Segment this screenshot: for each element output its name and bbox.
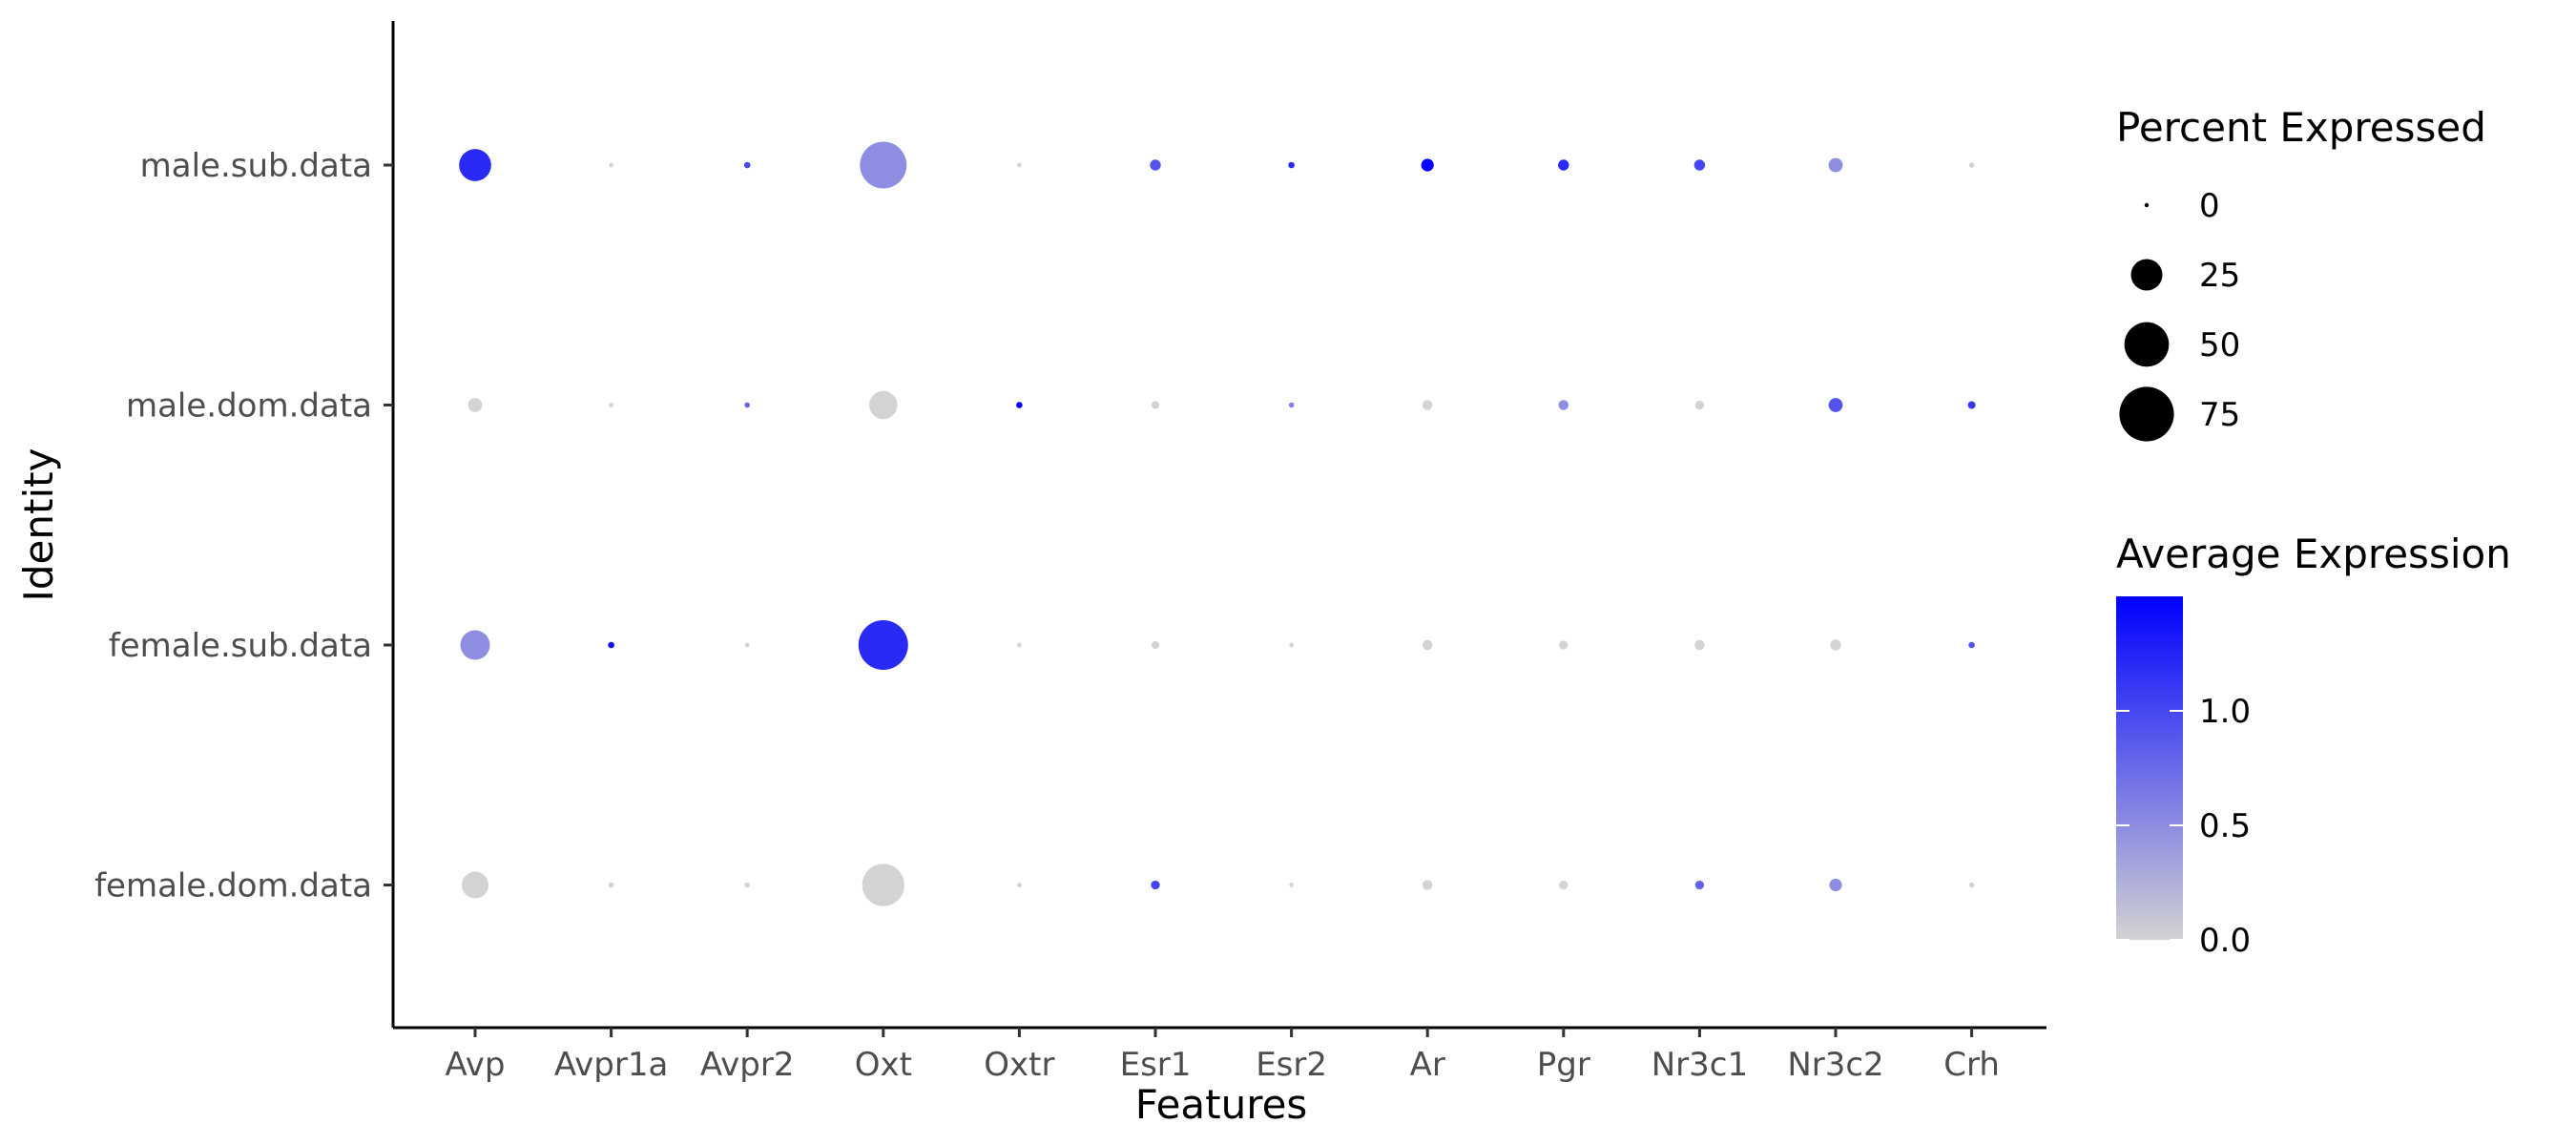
dot-male-sub-data-avp xyxy=(459,149,491,181)
dot-female-sub-data-crh xyxy=(1968,641,1975,649)
size-legend-label-25: 25 xyxy=(2199,257,2240,295)
dot-female-sub-data-nr3c1 xyxy=(1694,639,1705,651)
color-legend-title: Average Expression xyxy=(2116,531,2511,577)
dot-female-dom-data-pgr xyxy=(1559,880,1568,890)
dot-male-sub-data-avpr2 xyxy=(743,161,751,169)
dot-female-dom-data-nr3c1 xyxy=(1694,880,1705,890)
dot-female-dom-data-oxtr xyxy=(1017,883,1022,887)
dot-female-dom-data-ar xyxy=(1422,880,1433,890)
dot-male-dom-data-esr1 xyxy=(1151,401,1160,409)
dot-female-sub-data-pgr xyxy=(1559,640,1568,650)
dot-male-sub-data-nr3c1 xyxy=(1693,159,1706,171)
dot-female-sub-data-avpr2 xyxy=(744,642,750,648)
size-legend-label-75: 75 xyxy=(2199,396,2240,434)
dot-female-sub-data-esr2 xyxy=(1289,642,1294,648)
dot-female-sub-data-ar xyxy=(1422,639,1433,651)
x-tick-label-ar: Ar xyxy=(1410,1046,1445,1084)
size-legend-dot-50 xyxy=(2124,322,2170,367)
size-legend-dot-25 xyxy=(2130,259,2163,291)
x-tick-label-oxtr: Oxtr xyxy=(984,1046,1054,1084)
dot-female-dom-data-esr1 xyxy=(1151,880,1160,890)
x-tick-label-esr2: Esr2 xyxy=(1256,1046,1327,1084)
size-legend: Percent Expressed 0 25 50 75 xyxy=(2116,104,2486,442)
dot-male-dom-data-nr3c1 xyxy=(1694,400,1705,410)
dot-male-dom-data-crh xyxy=(1967,401,1976,409)
dot-female-sub-data-oxt xyxy=(858,620,908,670)
x-tick-label-esr1: Esr1 xyxy=(1120,1046,1192,1084)
y-axis-title: Identity xyxy=(15,448,62,602)
dot-male-dom-data-avpr1a xyxy=(609,403,613,407)
size-legend-label-0: 0 xyxy=(2199,187,2220,225)
dots-layer xyxy=(459,141,1976,906)
dot-female-dom-data-avp xyxy=(461,871,489,899)
x-axis-title: Features xyxy=(1135,1081,1308,1128)
dot-male-dom-data-avp xyxy=(467,398,483,412)
y-tick-label-male-sub-data: male.sub.data xyxy=(140,147,372,185)
x-tick-label-crh: Crh xyxy=(1943,1046,2000,1084)
dot-male-dom-data-pgr xyxy=(1558,400,1569,410)
color-legend-label-0: 0.0 xyxy=(2199,922,2251,960)
dot-male-sub-data-pgr xyxy=(1558,159,1569,171)
x-tick-label-nr3c1: Nr3c1 xyxy=(1652,1046,1748,1084)
dot-male-dom-data-ar xyxy=(1422,400,1433,410)
size-legend-dot-75 xyxy=(2119,386,2174,442)
x-tick-label-avpr1a: Avpr1a xyxy=(554,1046,668,1084)
dot-male-dom-data-oxt xyxy=(869,390,898,420)
dot-female-sub-data-avpr1a xyxy=(608,641,614,649)
dot-male-dom-data-avpr2 xyxy=(744,402,750,408)
dot-female-dom-data-crh xyxy=(1968,882,1975,888)
dot-male-sub-data-oxt xyxy=(860,141,907,189)
axes-layer: Avp Avpr1a Avpr2 Oxt Oxtr Esr1 Esr2 Ar Pgr Nr3c1 N… xyxy=(94,21,2046,1084)
dot-male-dom-data-esr2 xyxy=(1288,402,1295,408)
color-legend-label-2: 1.0 xyxy=(2199,693,2251,731)
dot-female-dom-data-avpr1a xyxy=(608,882,614,888)
dot-female-dom-data-esr2 xyxy=(1289,883,1294,887)
dot-female-sub-data-oxtr xyxy=(1017,642,1022,648)
x-tick-label-pgr: Pgr xyxy=(1537,1046,1590,1084)
dot-female-dom-data-nr3c2 xyxy=(1829,878,1842,892)
dot-male-sub-data-esr2 xyxy=(1288,161,1295,169)
dot-male-sub-data-nr3c2 xyxy=(1828,157,1843,173)
x-tick-label-avp: Avp xyxy=(446,1046,506,1084)
color-bar xyxy=(2116,596,2183,940)
dot-female-dom-data-avpr2 xyxy=(744,882,750,888)
dot-male-sub-data-ar xyxy=(1421,158,1434,172)
y-tick-label-male-dom-data: male.dom.data xyxy=(126,387,372,426)
x-tick-label-nr3c2: Nr3c2 xyxy=(1787,1046,1883,1084)
dot-male-dom-data-nr3c2 xyxy=(1828,398,1843,412)
color-legend-label-1: 0.5 xyxy=(2199,807,2251,845)
dot-male-sub-data-avpr1a xyxy=(609,162,613,168)
color-legend: Average Expression 0.0 0.5 1.0 xyxy=(2116,531,2511,960)
dot-male-sub-data-crh xyxy=(1968,162,1975,168)
size-legend-label-50: 50 xyxy=(2199,326,2240,364)
dot-female-sub-data-esr1 xyxy=(1151,640,1160,650)
size-legend-title: Percent Expressed xyxy=(2116,104,2486,151)
dot-female-dom-data-oxt xyxy=(862,864,904,906)
size-legend-dot-0 xyxy=(2144,202,2150,208)
x-tick-label-oxt: Oxt xyxy=(855,1046,912,1084)
dot-female-sub-data-avp xyxy=(460,630,490,660)
y-tick-label-female-dom-data: female.dom.data xyxy=(94,867,372,906)
dot-male-sub-data-esr1 xyxy=(1150,159,1161,171)
dot-male-dom-data-oxtr xyxy=(1016,402,1023,408)
x-tick-label-avpr2: Avpr2 xyxy=(700,1046,795,1084)
y-tick-label-female-sub-data: female.sub.data xyxy=(109,627,372,665)
dot-male-sub-data-oxtr xyxy=(1017,162,1022,168)
dot-female-sub-data-nr3c2 xyxy=(1830,639,1841,651)
